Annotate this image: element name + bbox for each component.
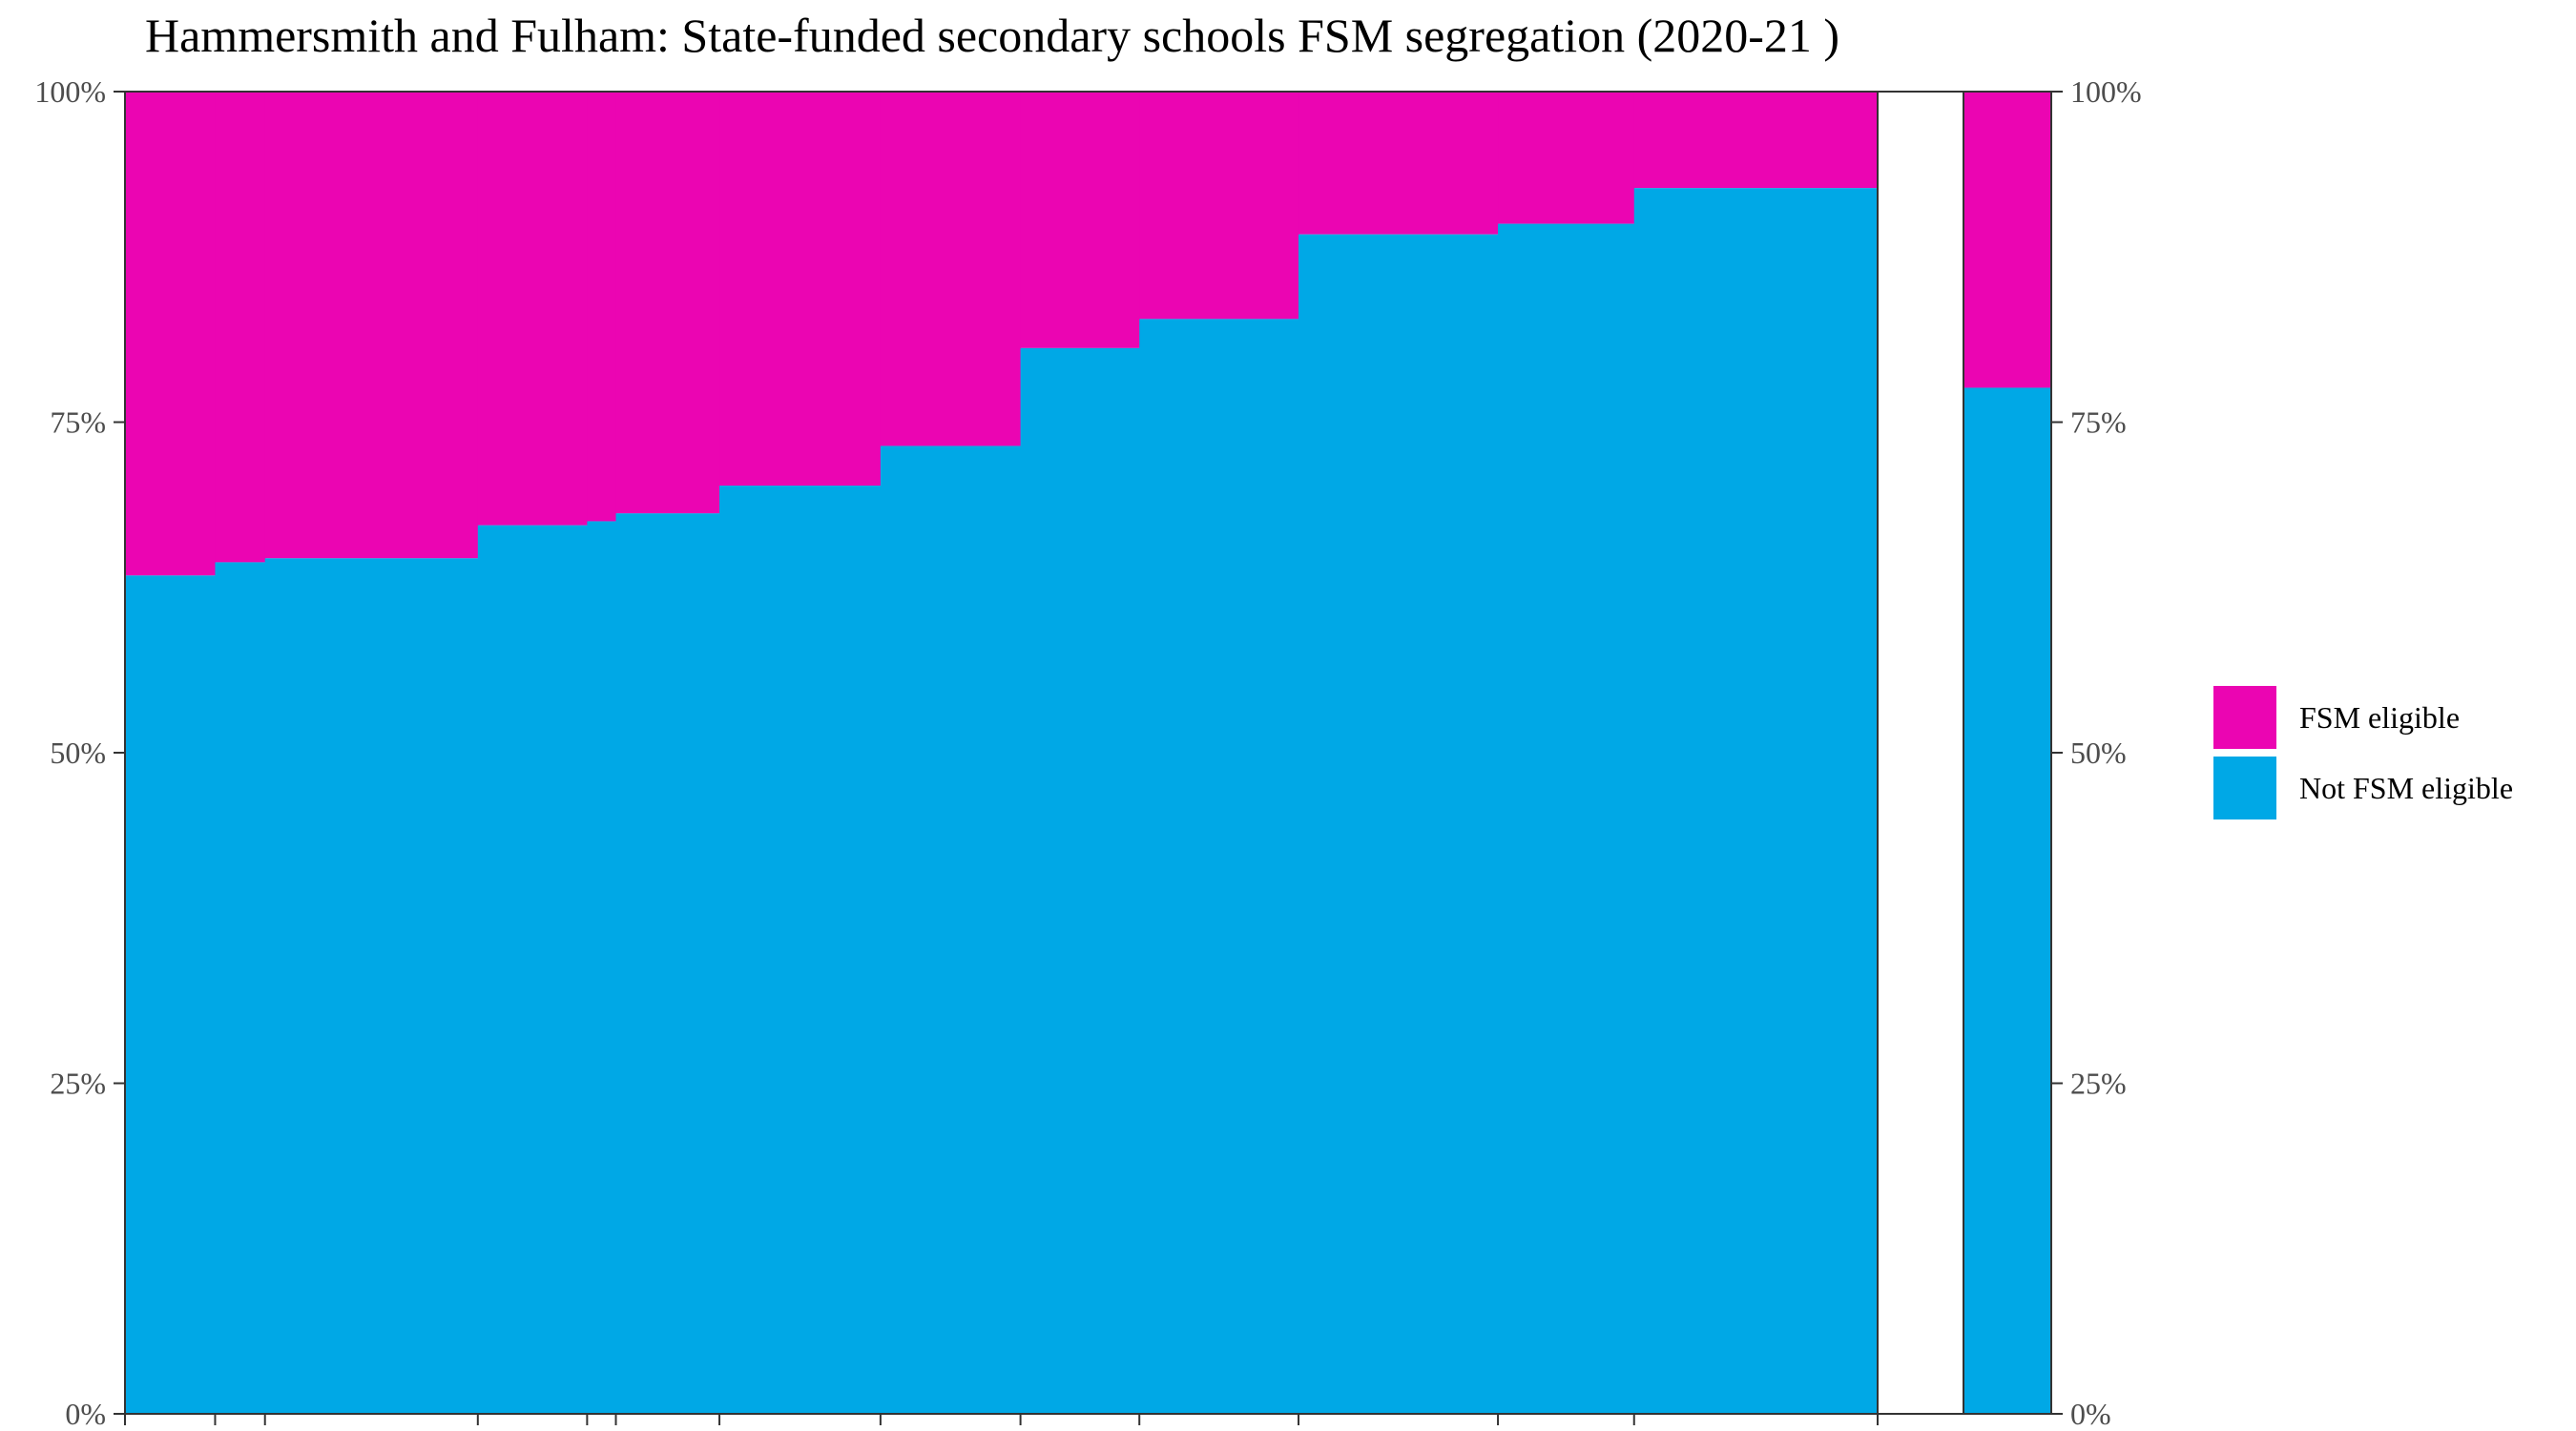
y-tick-label-left: 50%: [50, 736, 106, 770]
bar-not-fsm-school-12: [1498, 223, 1635, 1415]
y-tick-label-left: 25%: [50, 1067, 106, 1101]
y-tick-label-left: 0%: [65, 1397, 106, 1431]
y-tick-label-right: 50%: [2070, 736, 2127, 770]
legend-swatch-fsm: [2213, 686, 2276, 749]
bar-not-fsm-school-2: [215, 562, 266, 1414]
bar-fsm-school-5: [587, 92, 617, 522]
bar-not-fsm-school-4: [477, 525, 588, 1414]
bar-fsm-school-4: [477, 92, 588, 526]
bar-not-fsm-school-7: [719, 486, 882, 1414]
y-tick-label-right: 100%: [2070, 74, 2142, 109]
bar-fsm-school-8: [880, 92, 1022, 446]
bar-fsm-school-2: [215, 92, 266, 563]
y-tick-label-right: 75%: [2070, 405, 2127, 440]
bar-fsm-school-12: [1498, 92, 1635, 224]
bar-fsm-school-13: [1633, 92, 1879, 189]
y-tick-label-right: 25%: [2070, 1067, 2127, 1101]
bar-not-fsm-school-9: [1020, 347, 1140, 1414]
bar-fsm-school-1: [125, 92, 217, 576]
bar-fsm-school-10: [1139, 92, 1299, 320]
bar-not-fsm-school-3: [264, 558, 479, 1414]
panel-frames: [124, 91, 2052, 1415]
axes-layer: 0% 0% 25% 25% 50% 50% 75% 75% 100% 100%: [34, 74, 2141, 1431]
legend-item-not-fsm: Not FSM eligible: [2213, 753, 2513, 823]
bar-not-fsm-school-5: [587, 521, 617, 1414]
bars-layer: [125, 92, 2051, 1415]
bar-not-fsm-school-13: [1633, 188, 1879, 1415]
y-tick-label-left: 100%: [34, 74, 106, 109]
legend-item-fsm: FSM eligible: [2213, 682, 2513, 753]
bar-not-fsm-school-8: [880, 446, 1022, 1414]
bar-fsm-school-11: [1298, 92, 1499, 235]
chart-title: Hammersmith and Fulham: State-funded sec…: [145, 9, 1840, 62]
y-tick-label-right: 0%: [2070, 1397, 2111, 1431]
panel-gap-frame: [1877, 91, 1964, 1415]
bar-not-fsm-school-6: [615, 513, 720, 1414]
bar-fsm-overall: [1963, 92, 2051, 388]
legend: FSM eligible Not FSM eligible: [2213, 682, 2513, 823]
legend-label-not-fsm: Not FSM eligible: [2299, 770, 2514, 805]
bar-not-fsm-overall: [1963, 387, 2051, 1414]
y-tick-label-left: 75%: [50, 405, 106, 440]
legend-label-fsm: FSM eligible: [2299, 699, 2461, 735]
bar-not-fsm-school-10: [1139, 319, 1299, 1415]
bar-fsm-school-6: [615, 92, 720, 514]
bar-not-fsm-school-1: [125, 575, 217, 1414]
bar-fsm-school-7: [719, 92, 882, 487]
bar-not-fsm-school-11: [1298, 234, 1499, 1415]
bar-fsm-school-3: [264, 92, 479, 559]
legend-swatch-not-fsm: [2213, 757, 2276, 819]
bar-fsm-school-9: [1020, 92, 1140, 348]
